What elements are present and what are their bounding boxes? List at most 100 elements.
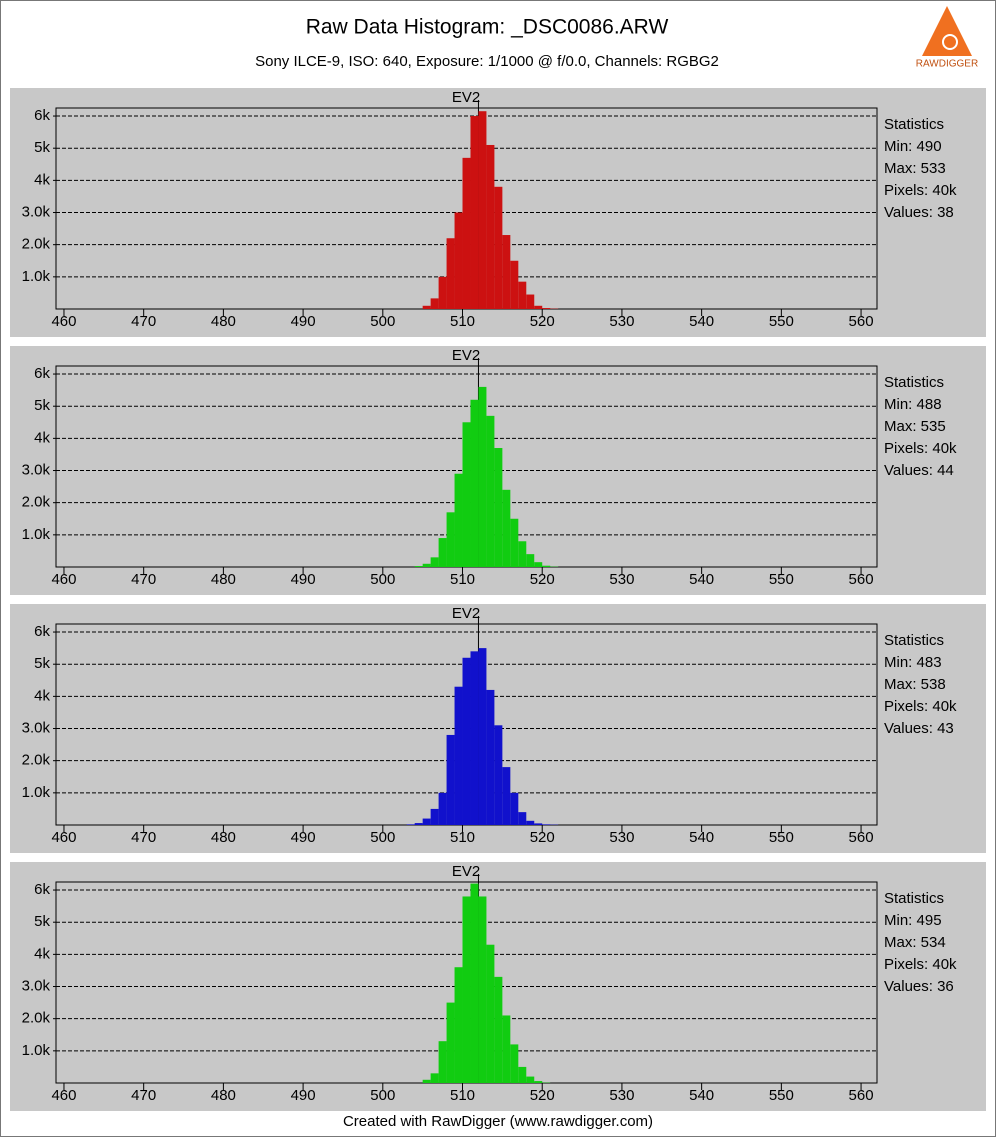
x-tick-label: 560 — [849, 571, 874, 588]
stat-text: Max: 534 — [884, 934, 946, 951]
y-tick-label: 6k — [34, 107, 50, 124]
x-tick-label: 510 — [450, 829, 475, 846]
y-tick-label: 1.0k — [22, 784, 51, 801]
y-tick-label: 2.0k — [22, 752, 51, 769]
bar — [438, 276, 447, 309]
bar — [470, 883, 479, 1083]
bar — [422, 818, 431, 825]
bar — [518, 541, 527, 567]
bar — [534, 1081, 543, 1083]
x-tick-label: 460 — [51, 829, 76, 846]
bar — [542, 308, 551, 309]
stat-text: Max: 535 — [884, 418, 946, 435]
bar — [502, 235, 511, 309]
x-tick-label: 460 — [51, 313, 76, 330]
bar — [494, 186, 503, 309]
bar — [454, 473, 463, 567]
stat-text: Pixels: 40k — [884, 698, 957, 715]
x-tick-label: 490 — [291, 571, 316, 588]
bar — [494, 725, 503, 825]
x-tick-label: 500 — [370, 829, 395, 846]
bar — [502, 489, 511, 567]
x-tick-label: 560 — [849, 313, 874, 330]
x-tick-label: 560 — [849, 1087, 874, 1104]
logo-mark — [942, 34, 958, 50]
bar — [454, 686, 463, 825]
stat-text: Pixels: 40k — [884, 440, 957, 457]
chart-title: EV2 — [452, 347, 480, 364]
bar — [534, 823, 543, 825]
y-tick-label: 6k — [34, 365, 50, 382]
bar — [526, 1076, 535, 1083]
chart-title: EV2 — [452, 605, 480, 622]
x-tick-label: 530 — [609, 313, 634, 330]
x-tick-label: 550 — [769, 313, 794, 330]
stat-text: Min: 483 — [884, 654, 942, 671]
bar — [430, 808, 439, 825]
page-subtitle: Sony ILCE-9, ISO: 640, Exposure: 1/1000 … — [255, 53, 719, 70]
bar — [470, 399, 479, 567]
x-tick-label: 550 — [769, 829, 794, 846]
bar — [534, 305, 543, 309]
x-tick-label: 470 — [131, 571, 156, 588]
x-tick-label: 470 — [131, 1087, 156, 1104]
bar — [462, 896, 471, 1083]
stat-text: Values: 43 — [884, 720, 954, 737]
bar — [478, 386, 487, 567]
bar — [414, 566, 423, 567]
stat-text: Values: 38 — [884, 204, 954, 221]
x-tick-label: 500 — [370, 1087, 395, 1104]
bar — [486, 689, 495, 825]
bar — [510, 1044, 519, 1083]
logo-text: RAWDIGGER — [916, 59, 978, 70]
x-tick-label: 480 — [211, 1087, 236, 1104]
x-tick-label: 490 — [291, 313, 316, 330]
stat-text: Statistics — [884, 632, 944, 649]
x-tick-label: 510 — [450, 313, 475, 330]
stat-text: Min: 490 — [884, 138, 942, 155]
bar — [478, 648, 487, 825]
bar — [446, 238, 455, 309]
bar — [518, 1066, 527, 1083]
bar — [486, 144, 495, 309]
bar — [454, 212, 463, 309]
bar — [534, 562, 543, 567]
chart-title: EV2 — [452, 863, 480, 880]
y-tick-label: 4k — [34, 945, 50, 962]
logo-triangle — [922, 6, 972, 56]
bar — [470, 116, 479, 309]
chart-title: EV2 — [452, 89, 480, 106]
bar — [526, 294, 535, 309]
bar — [526, 554, 535, 567]
x-tick-label: 530 — [609, 571, 634, 588]
stat-text: Pixels: 40k — [884, 956, 957, 973]
bar — [422, 1079, 431, 1083]
bar — [462, 422, 471, 567]
y-tick-label: 4k — [34, 171, 50, 188]
footer: Created with RawDigger (www.rawdigger.co… — [343, 1113, 653, 1130]
bar — [518, 812, 527, 825]
bar — [454, 967, 463, 1083]
bar — [446, 734, 455, 825]
page-title: Raw Data Histogram: _DSC0086.ARW — [306, 16, 669, 39]
x-tick-label: 520 — [530, 313, 555, 330]
bar — [510, 792, 519, 825]
x-tick-label: 510 — [450, 1087, 475, 1104]
x-tick-label: 510 — [450, 571, 475, 588]
bar — [446, 512, 455, 567]
x-tick-label: 560 — [849, 829, 874, 846]
x-tick-label: 520 — [530, 571, 555, 588]
x-tick-label: 470 — [131, 829, 156, 846]
bar — [494, 976, 503, 1083]
y-tick-label: 2.0k — [22, 236, 51, 253]
x-tick-label: 540 — [689, 829, 714, 846]
bar — [414, 823, 423, 825]
x-tick-label: 550 — [769, 1087, 794, 1104]
bar — [462, 157, 471, 309]
x-tick-label: 500 — [370, 571, 395, 588]
x-tick-label: 530 — [609, 829, 634, 846]
x-tick-label: 500 — [370, 313, 395, 330]
x-tick-label: 550 — [769, 571, 794, 588]
y-tick-label: 3.0k — [22, 719, 51, 736]
y-tick-label: 1.0k — [22, 526, 51, 543]
